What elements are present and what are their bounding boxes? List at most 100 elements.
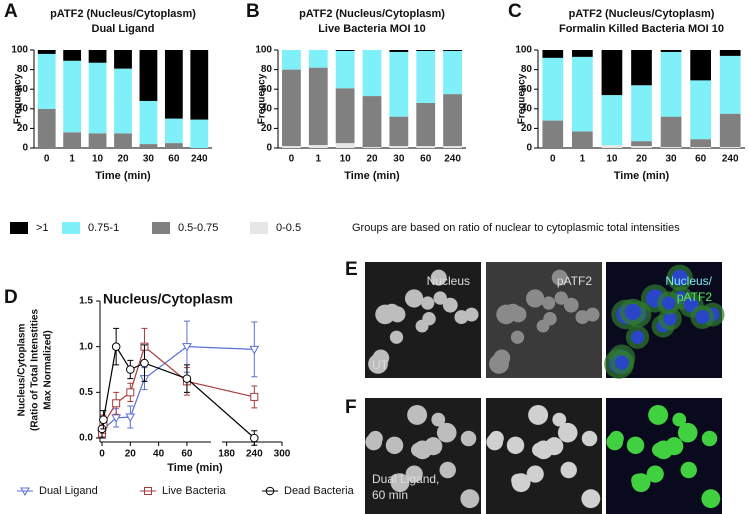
panel-label: B [246, 1, 260, 22]
bar-segment [631, 146, 652, 148]
data-point [250, 392, 259, 401]
bar-segment [37, 50, 56, 54]
nucleus [385, 436, 404, 455]
y-tick-label: 100 [11, 45, 28, 56]
bar-segment [690, 139, 711, 148]
x-tick-label: 1 [316, 154, 322, 165]
image-label: 60 min [372, 488, 408, 502]
image-label: Nucleus [427, 274, 470, 288]
bar-segment [443, 94, 462, 147]
y-tick-label: 1.5 [79, 296, 93, 307]
x-tick-label: 240 [246, 449, 263, 460]
y-tick-label: 0 [266, 143, 272, 154]
y-tick-label: 40 [521, 103, 533, 114]
bar-segment [660, 50, 682, 52]
bar-segment [282, 50, 301, 70]
bar-segment [719, 147, 741, 148]
bar-segment [139, 144, 158, 148]
nucleus [680, 461, 697, 479]
y-tick-label: 100 [515, 45, 532, 56]
nucleus [557, 422, 578, 443]
nucleus [506, 436, 525, 455]
y-tick-label: 40 [261, 103, 273, 114]
x-tick-label: 40 [153, 449, 165, 460]
bar-segment [389, 51, 409, 117]
bar-segment [164, 143, 183, 148]
bar-segment [282, 69, 301, 147]
data-point [140, 358, 149, 368]
x-tick-label: 180 [218, 449, 235, 460]
y-tick-label: 40 [17, 103, 29, 114]
x-axis-label: Time (min) [167, 462, 223, 474]
bar-segment [572, 131, 593, 148]
y-tick-label: 80 [261, 64, 273, 75]
bar-segment [362, 96, 382, 148]
bar-segment [542, 50, 564, 58]
bar-segment [389, 146, 409, 148]
nucleus [701, 489, 721, 509]
y-tick-label: 80 [17, 64, 29, 75]
bar-segment [63, 132, 82, 148]
bar-segment [362, 50, 382, 97]
bar-segment [63, 60, 82, 133]
nucleus [460, 430, 477, 447]
nucleus [648, 404, 669, 425]
nucleus [671, 269, 688, 286]
legend-swatch [10, 222, 28, 234]
bar-segment [631, 141, 652, 147]
y-axis-label: Frequency [13, 73, 24, 124]
data-point [112, 399, 121, 408]
bar-segment [282, 146, 301, 148]
nucleus [672, 412, 687, 427]
y-tick-label: 20 [521, 123, 533, 134]
nucleus [542, 296, 556, 310]
x-tick-label: 20 [117, 154, 129, 165]
image-label: Dual Ligand, [372, 472, 439, 486]
bar-segment [335, 50, 355, 51]
x-axis-label: Time (min) [614, 170, 670, 182]
nucleus [630, 330, 645, 344]
nucleus [563, 297, 579, 313]
bar-segment [690, 50, 711, 81]
series-line [101, 345, 255, 439]
nucleus [663, 312, 677, 326]
legend-swatch [152, 222, 170, 234]
nucleus [554, 291, 568, 305]
image-label: Nucleus/ [665, 274, 712, 288]
nucleus [365, 433, 383, 451]
x-tick-label: 240 [444, 154, 461, 165]
nucleus [575, 310, 590, 325]
data-point [182, 343, 192, 352]
data-point [250, 433, 259, 443]
bar-segment [389, 116, 409, 147]
x-tick-label: 0 [99, 449, 105, 460]
y-axis-label: Max Normalized) [43, 330, 54, 409]
y-axis-label: Frequency [517, 73, 528, 124]
nucleus [439, 461, 456, 479]
nucleus [615, 355, 629, 370]
bar-segment [335, 50, 355, 89]
bar-segment [63, 50, 82, 61]
bar-segment [308, 50, 328, 68]
nucleus [662, 296, 676, 310]
micrographs [365, 262, 725, 514]
nucleus [560, 461, 577, 479]
bar-segment [308, 67, 328, 146]
panel-label: D [4, 287, 18, 308]
x-tick-label: 60 [168, 154, 180, 165]
bar-segment [164, 50, 183, 119]
y-tick-label: 20 [261, 123, 273, 134]
nucleus [677, 422, 698, 443]
nucleus [581, 430, 598, 447]
x-tick-label: 1 [580, 154, 586, 165]
nucleus [436, 422, 457, 443]
bar-segment [114, 133, 132, 148]
bar-segment [362, 147, 382, 148]
bar-segment [601, 50, 623, 96]
x-tick-label: 60 [420, 154, 432, 165]
y-tick-label: 1.0 [79, 341, 93, 352]
bar-segment [601, 145, 623, 148]
data-point [111, 414, 122, 423]
legend-swatch [62, 222, 80, 234]
